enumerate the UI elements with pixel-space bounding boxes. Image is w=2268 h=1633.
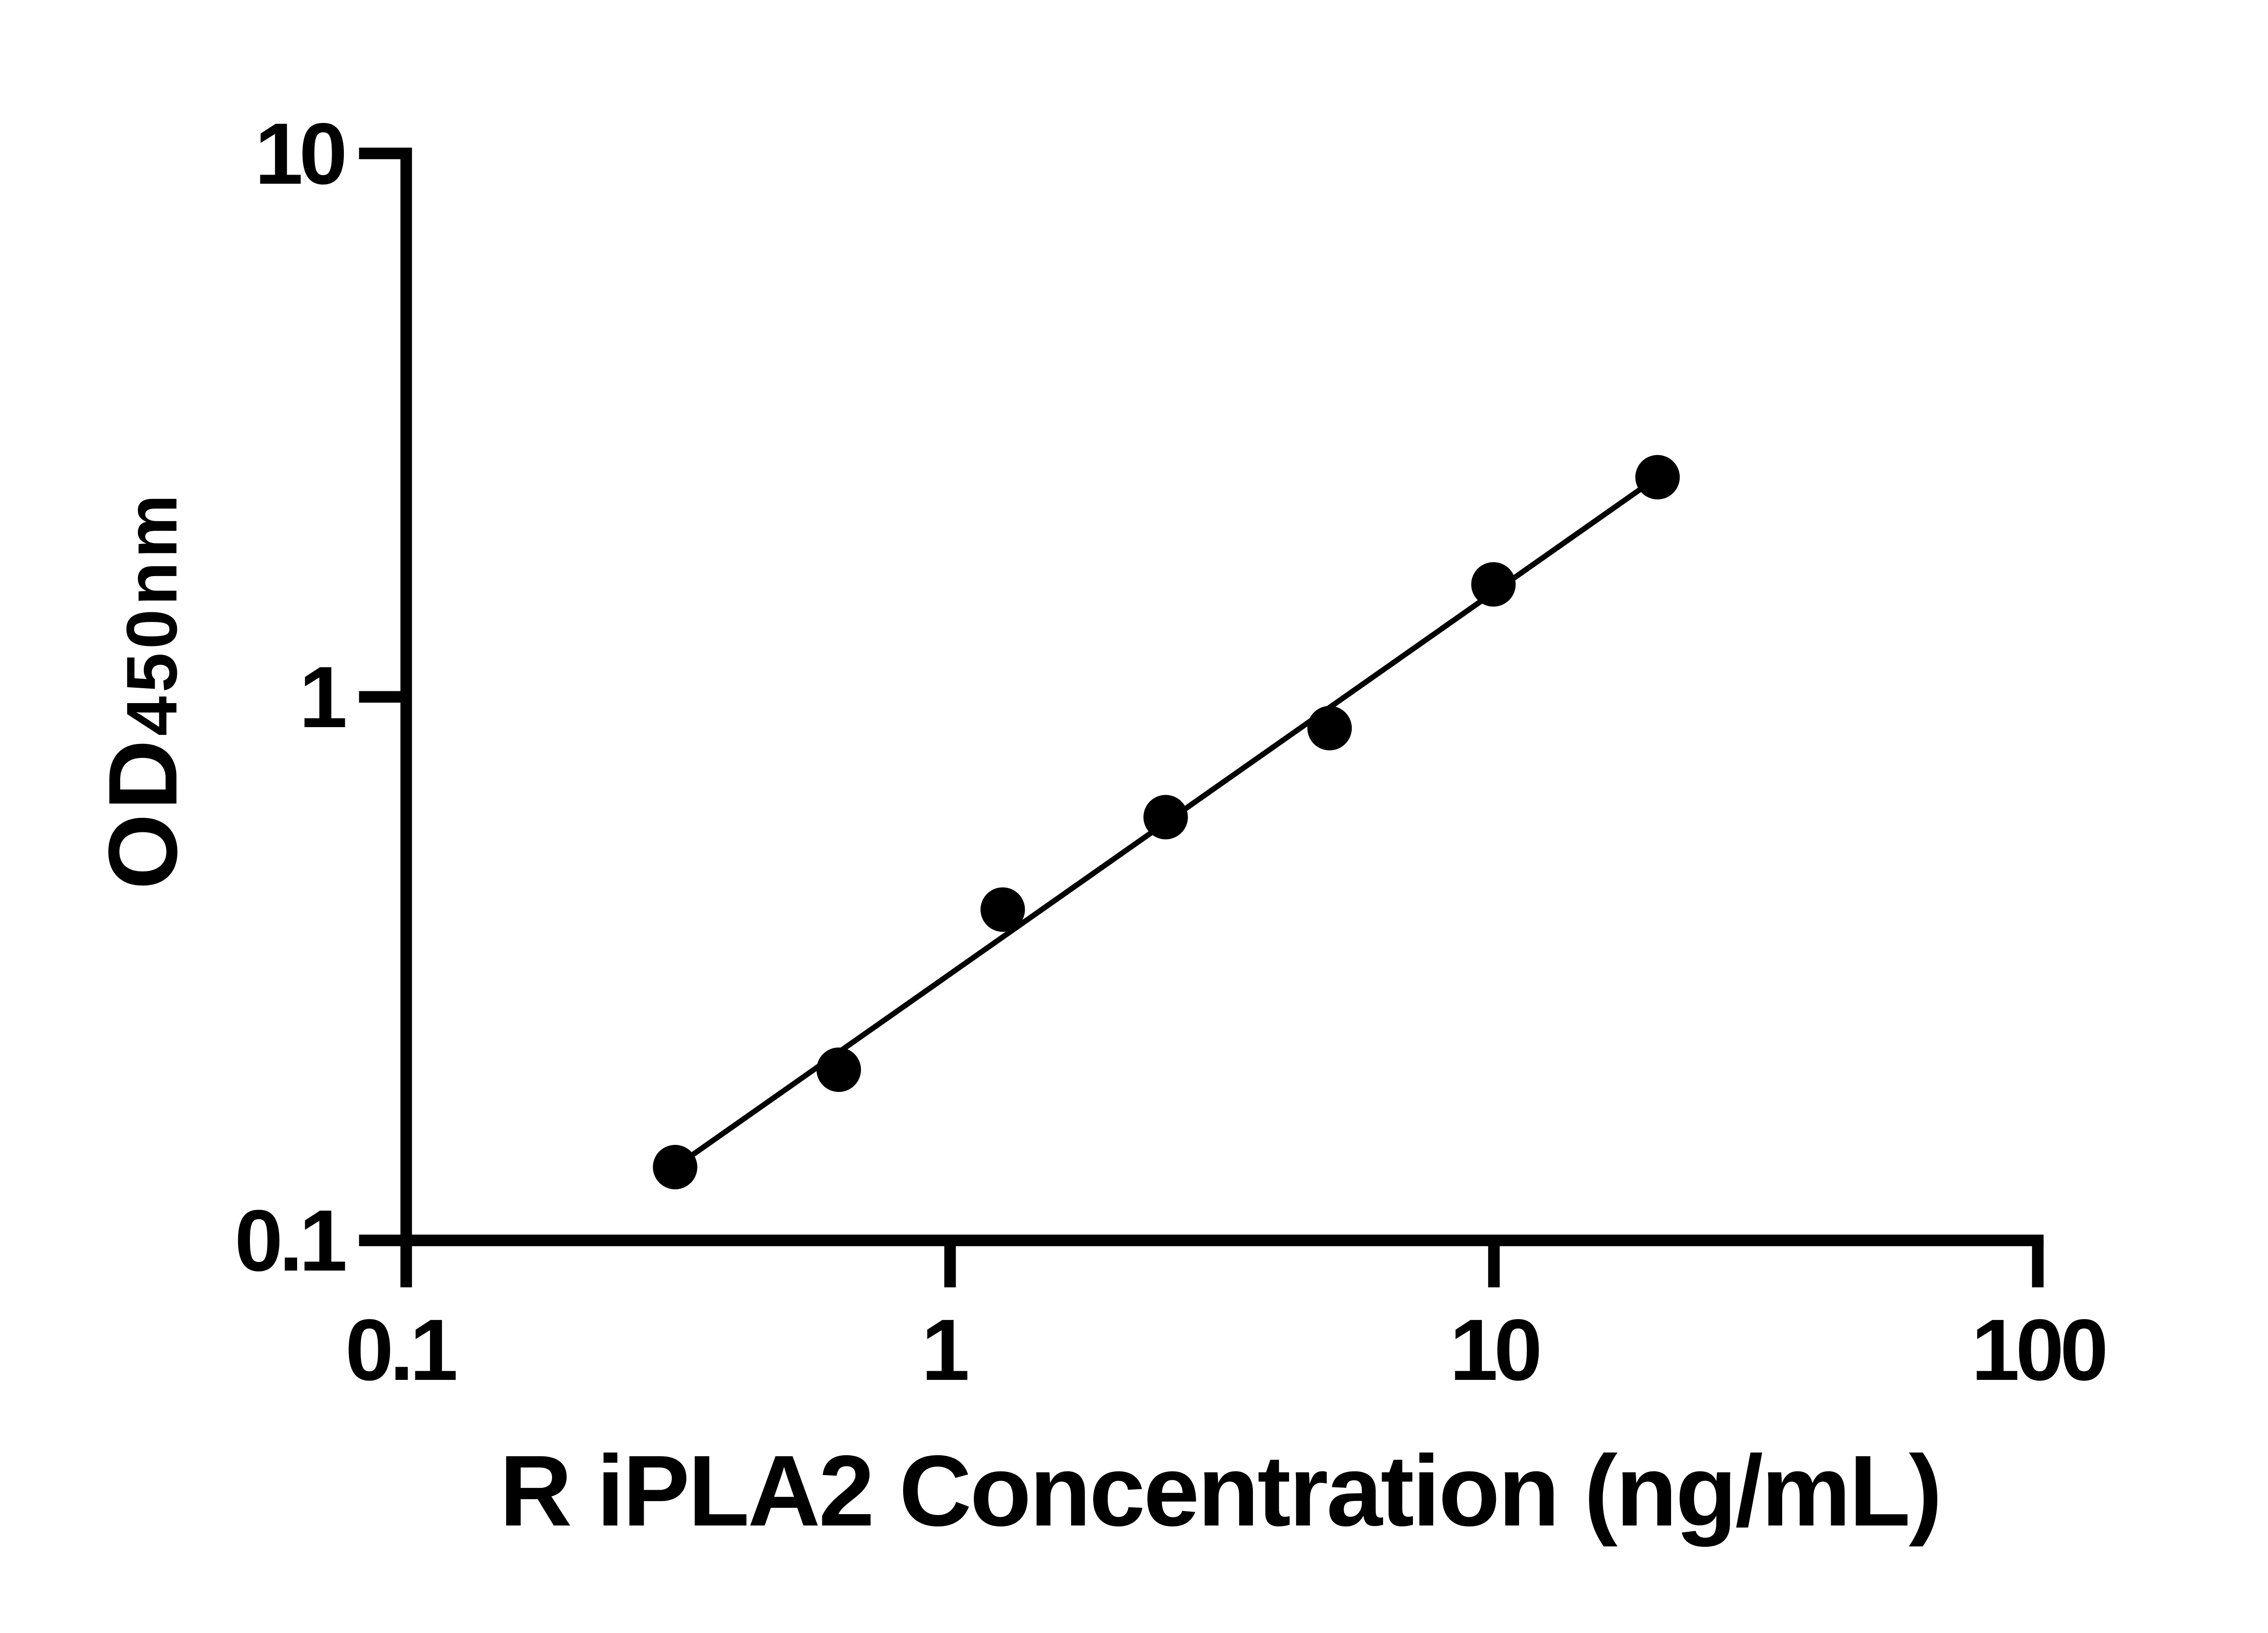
svg-text:100: 100 bbox=[1971, 1301, 2105, 1398]
svg-text:1: 1 bbox=[921, 1301, 968, 1398]
svg-text:R iPLA2 Concentration (ng/mL): R iPLA2 Concentration (ng/mL) bbox=[499, 1435, 1941, 1547]
svg-text:10: 10 bbox=[254, 105, 344, 202]
svg-text:1: 1 bbox=[299, 648, 345, 746]
svg-text:0.1: 0.1 bbox=[235, 1192, 345, 1289]
svg-text:0.1: 0.1 bbox=[345, 1301, 456, 1398]
svg-text:10: 10 bbox=[1450, 1301, 1539, 1398]
